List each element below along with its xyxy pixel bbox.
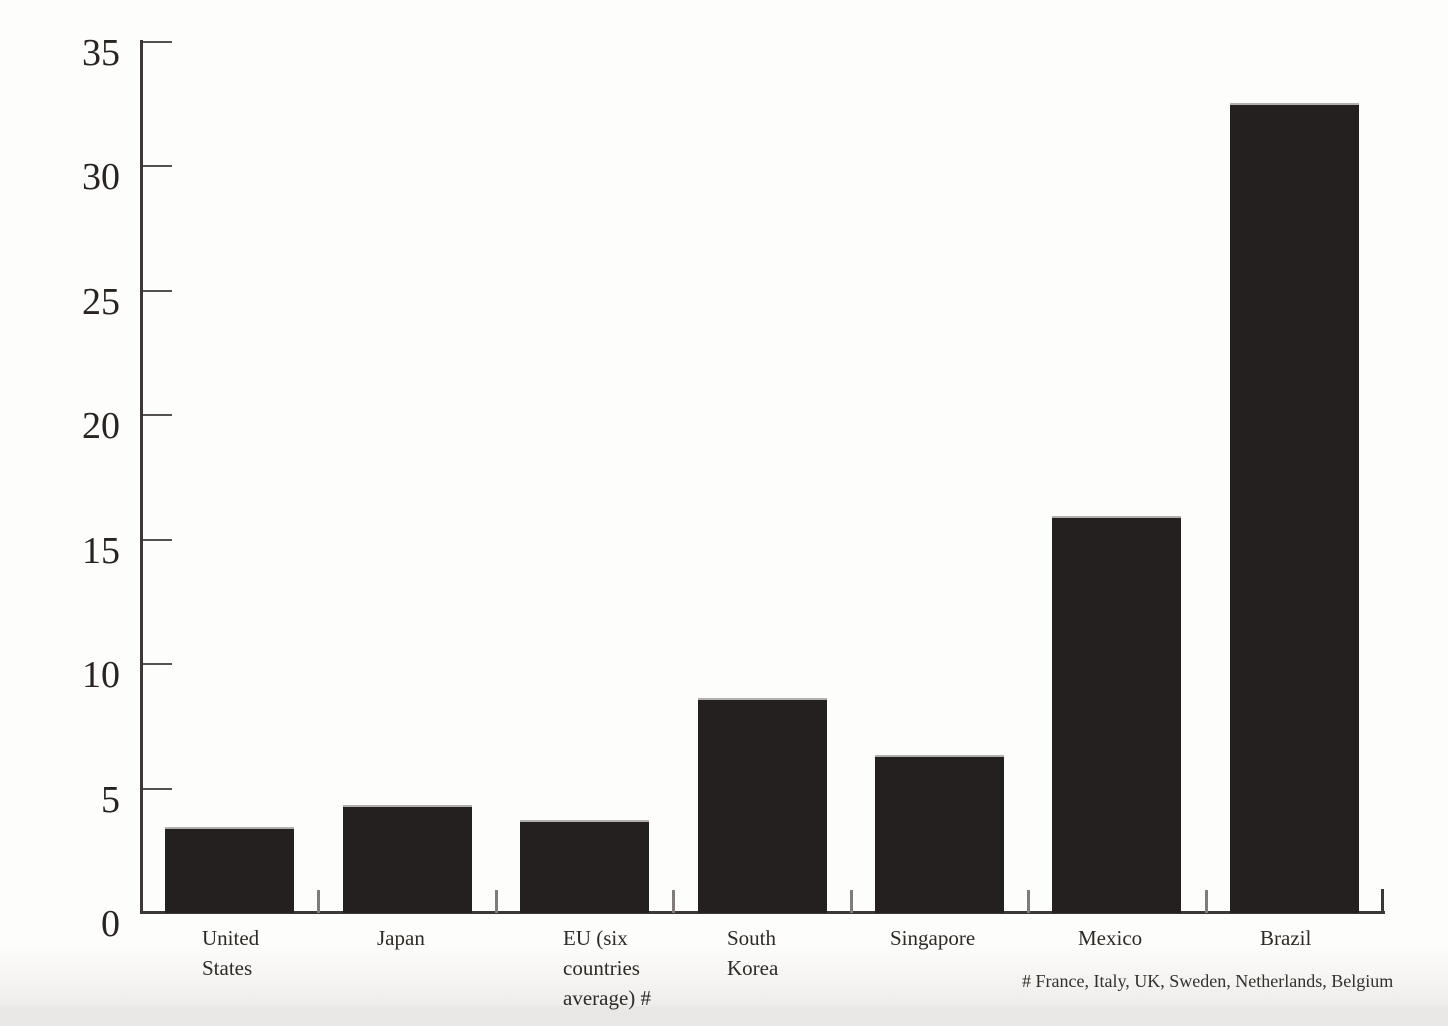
y-tick-label-0: 0 [101,903,120,945]
y-tick-mark-10 [143,663,172,666]
x-category-label-united-states: United States [202,926,260,980]
y-tick-label-25: 25 [82,280,120,323]
x-category-label-south-korea: South Korea [727,926,779,980]
page-bottom-band [0,1006,1448,1026]
x-tick-mark-6 [1204,890,1208,913]
x-category-label-mexico: Mexico [1078,926,1143,950]
x-category-label-eu-six-countries-average: EU (six countries average) # [563,926,652,1010]
x-tick-mark-2 [494,890,498,913]
y-tick-label-10: 10 [82,654,120,697]
x-tick-mark-5 [1027,890,1031,913]
y-tick-mark-25 [143,289,172,292]
bar-united-states [165,827,295,913]
bar-brazil [1229,103,1359,913]
x-tick-mark-4 [849,890,853,913]
x-category-label-singapore: Singapore [890,926,976,950]
page-bottom-gradient [0,944,1448,1006]
y-axis-line [140,40,143,914]
x-category-label-japan: Japan [377,926,425,950]
y-tick-label-30: 30 [82,156,120,199]
y-tick-mark-15 [143,538,172,541]
chart-footnote: # France, Italy, UK, Sweden, Netherlands… [1022,971,1394,991]
y-tick-label-20: 20 [82,405,120,448]
bar-eu-six-countries-average [520,819,650,913]
y-tick-mark-5 [143,787,172,790]
bar-mexico [1052,516,1182,913]
bar-singapore [874,755,1004,913]
y-tick-label-15: 15 [82,529,120,572]
y-tick-label-5: 5 [101,778,120,821]
y-tick-mark-30 [143,165,172,168]
x-tick-mark-1 [317,890,321,913]
x-axis-end-tick [1381,889,1384,914]
x-tick-mark-3 [672,890,676,913]
y-tick-label-35: 35 [82,32,120,74]
bar-south-korea [697,697,827,913]
x-category-label-brazil: Brazil [1260,926,1312,950]
y-tick-mark-35 [143,41,172,43]
bar-japan [342,804,472,913]
y-tick-mark-20 [143,414,172,417]
